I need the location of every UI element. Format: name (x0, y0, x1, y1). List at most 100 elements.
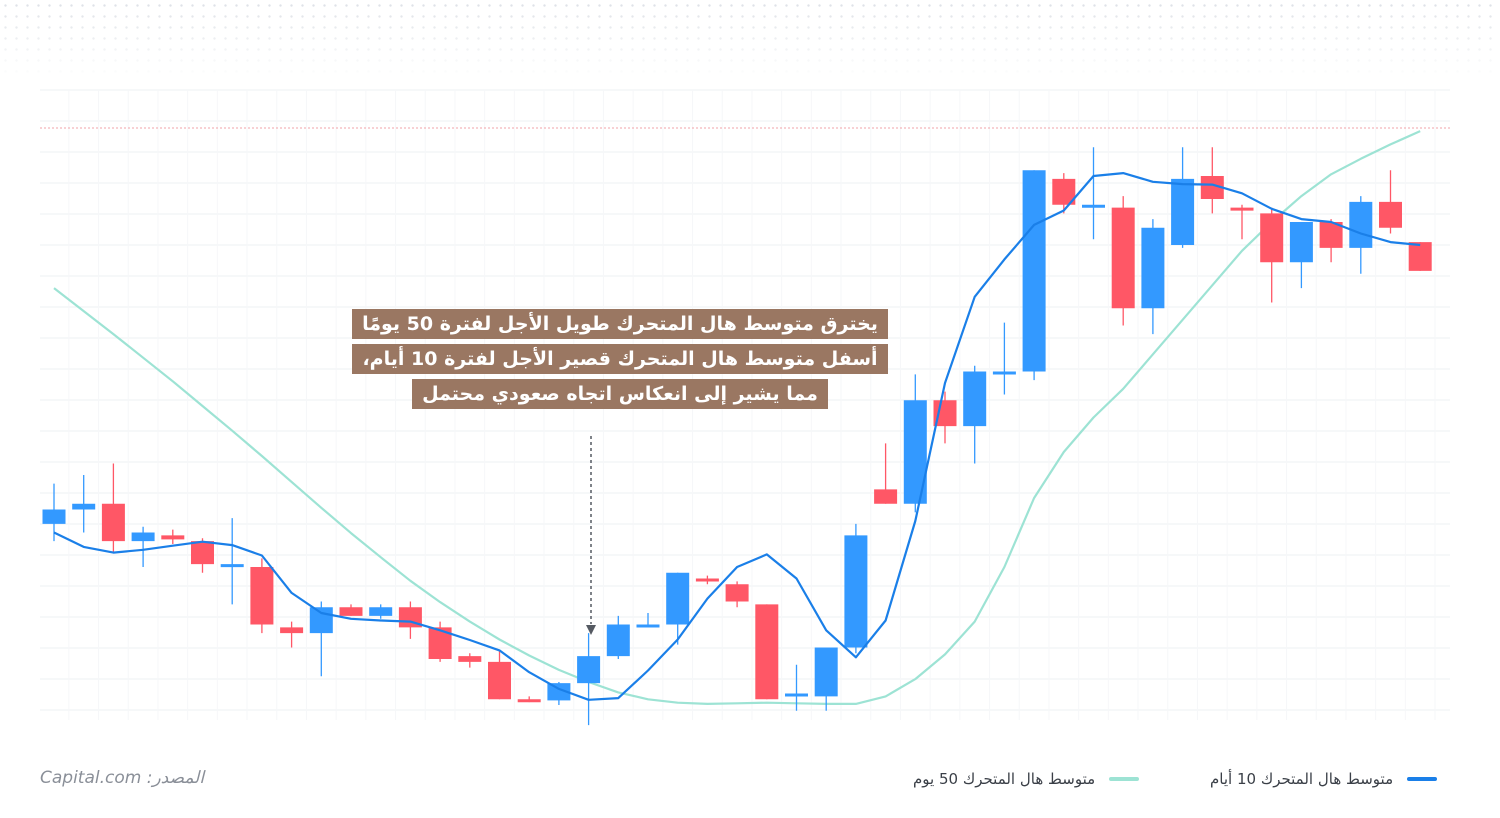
candle (339, 604, 363, 616)
candle (577, 633, 601, 726)
candle-body (1082, 204, 1105, 208)
candle-body (695, 578, 719, 582)
candle-body (547, 683, 571, 701)
candle (1260, 207, 1284, 303)
candle (725, 581, 749, 608)
legend-label-ma50: متوسط هال المتحرك 50 يوم (913, 770, 1096, 788)
candle-body (666, 572, 690, 625)
legend-label-ma10: متوسط هال المتحرك 10 أيام (1210, 770, 1394, 788)
candle-body (458, 656, 482, 662)
candle-body (963, 371, 987, 427)
candle-body (725, 584, 749, 602)
candle (280, 621, 304, 648)
candle-body (1052, 178, 1076, 205)
candle-body (903, 400, 927, 504)
candle (547, 682, 571, 705)
candle-body (517, 699, 541, 703)
legend-swatch-ma10 (1407, 777, 1438, 781)
candle-body (101, 503, 125, 542)
candle-body (874, 489, 898, 504)
ma10-series-line (53, 172, 1421, 701)
candle (398, 601, 422, 639)
candle (250, 558, 274, 634)
legend-item-ma10: متوسط هال المتحرك 10 أيام (1210, 770, 1438, 788)
candle-body (577, 656, 601, 684)
candle-body (1141, 227, 1165, 309)
candle-body (1408, 242, 1432, 271)
candle (131, 526, 155, 567)
candle-body (428, 627, 452, 659)
candle (606, 615, 630, 659)
candle (161, 529, 185, 544)
candle-body (1349, 201, 1373, 248)
candle-body (785, 693, 808, 697)
candle (963, 365, 987, 464)
candle (458, 653, 482, 668)
candle-body (250, 567, 274, 625)
candle-body (1111, 207, 1135, 309)
candle-body (814, 647, 838, 697)
candle (1379, 170, 1402, 234)
candle (1230, 204, 1254, 240)
candle (785, 664, 808, 711)
candle (1111, 196, 1135, 326)
candle (666, 572, 690, 645)
candle-body (1379, 201, 1402, 228)
candle (1022, 170, 1046, 381)
candle-body (42, 509, 66, 524)
candle (1171, 147, 1195, 248)
candle (1082, 147, 1105, 240)
legend-swatch-ma50 (1109, 777, 1140, 781)
candle (844, 523, 868, 654)
annotation-pointer (586, 436, 596, 635)
candle (814, 647, 838, 711)
candle-body (1230, 207, 1254, 211)
annotation-line-3: مما يشير إلى انعكاس اتجاه صعودي محتمل (412, 379, 828, 409)
candle-body (369, 607, 393, 616)
candle-body (72, 503, 96, 510)
candle-body (1200, 176, 1224, 199)
candle-body (606, 624, 630, 657)
candle (1200, 147, 1224, 214)
candle-body (161, 535, 185, 540)
candle (1349, 196, 1373, 274)
candle-body (220, 564, 244, 568)
candle (695, 575, 719, 585)
candle-body (636, 624, 660, 628)
source-text: المصدر: Capital.com (40, 768, 205, 788)
candle (220, 518, 244, 605)
candle (517, 696, 541, 703)
candle (369, 604, 393, 619)
annotation-pointer-arrow-icon (586, 625, 596, 635)
candle-body (992, 371, 1016, 375)
candle-body (191, 541, 214, 565)
candle (1408, 242, 1432, 271)
candle-body (339, 607, 363, 616)
candle-body (1319, 222, 1343, 248)
candle-body (844, 535, 868, 648)
annotation-box: يخترق متوسط هال المتحرك طويل الأجل لفترة… (350, 309, 890, 409)
candle (1289, 222, 1313, 289)
candle (992, 322, 1016, 395)
candle (1319, 219, 1343, 263)
candle-body (280, 627, 304, 634)
candle (874, 443, 898, 504)
candle-body (309, 607, 333, 634)
candle (191, 538, 214, 573)
candles (42, 147, 1432, 726)
candle (428, 621, 452, 662)
candle-body (1171, 178, 1195, 245)
candle (903, 374, 927, 513)
candle-body (1289, 222, 1313, 263)
candle-body (488, 661, 511, 700)
annotation-line-2: أسفل متوسط هال المتحرك قصير الأجل لفترة … (352, 344, 888, 374)
ma50-series-line (53, 130, 1421, 706)
candle (1052, 173, 1076, 214)
annotation-line-1: يخترق متوسط هال المتحرك طويل الأجل لفترة… (352, 309, 888, 339)
candle (42, 483, 66, 542)
candle (755, 604, 779, 700)
candle (101, 463, 125, 553)
candle-body (755, 604, 779, 700)
dotted-header-pattern (0, 0, 1500, 80)
